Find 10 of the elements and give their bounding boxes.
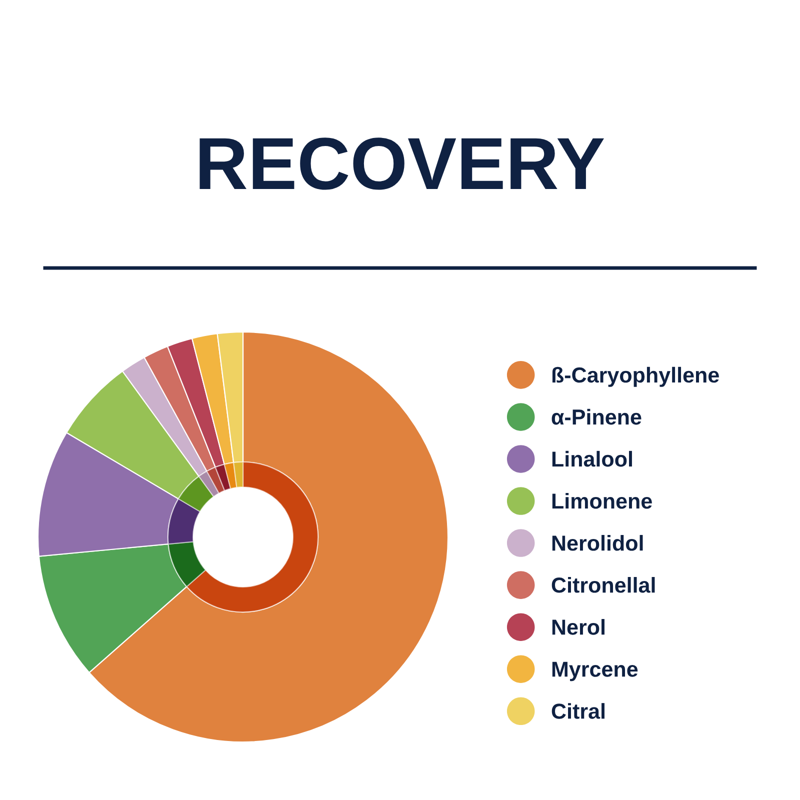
legend-label: α-Pinene xyxy=(552,408,642,425)
legend-label: ß-Caryophyllene xyxy=(552,366,719,387)
legend-label: Linalool xyxy=(552,450,632,467)
legend-label: Myrcene xyxy=(552,662,638,682)
legend-label: Limonene xyxy=(552,492,652,509)
chart-title: RECOVERY xyxy=(200,138,604,190)
legend-label: Nerolidol xyxy=(552,534,643,551)
legend-label: Citral xyxy=(552,703,604,719)
legend-label: Nerol xyxy=(552,619,604,635)
legend-label: Citronellal xyxy=(552,576,655,593)
